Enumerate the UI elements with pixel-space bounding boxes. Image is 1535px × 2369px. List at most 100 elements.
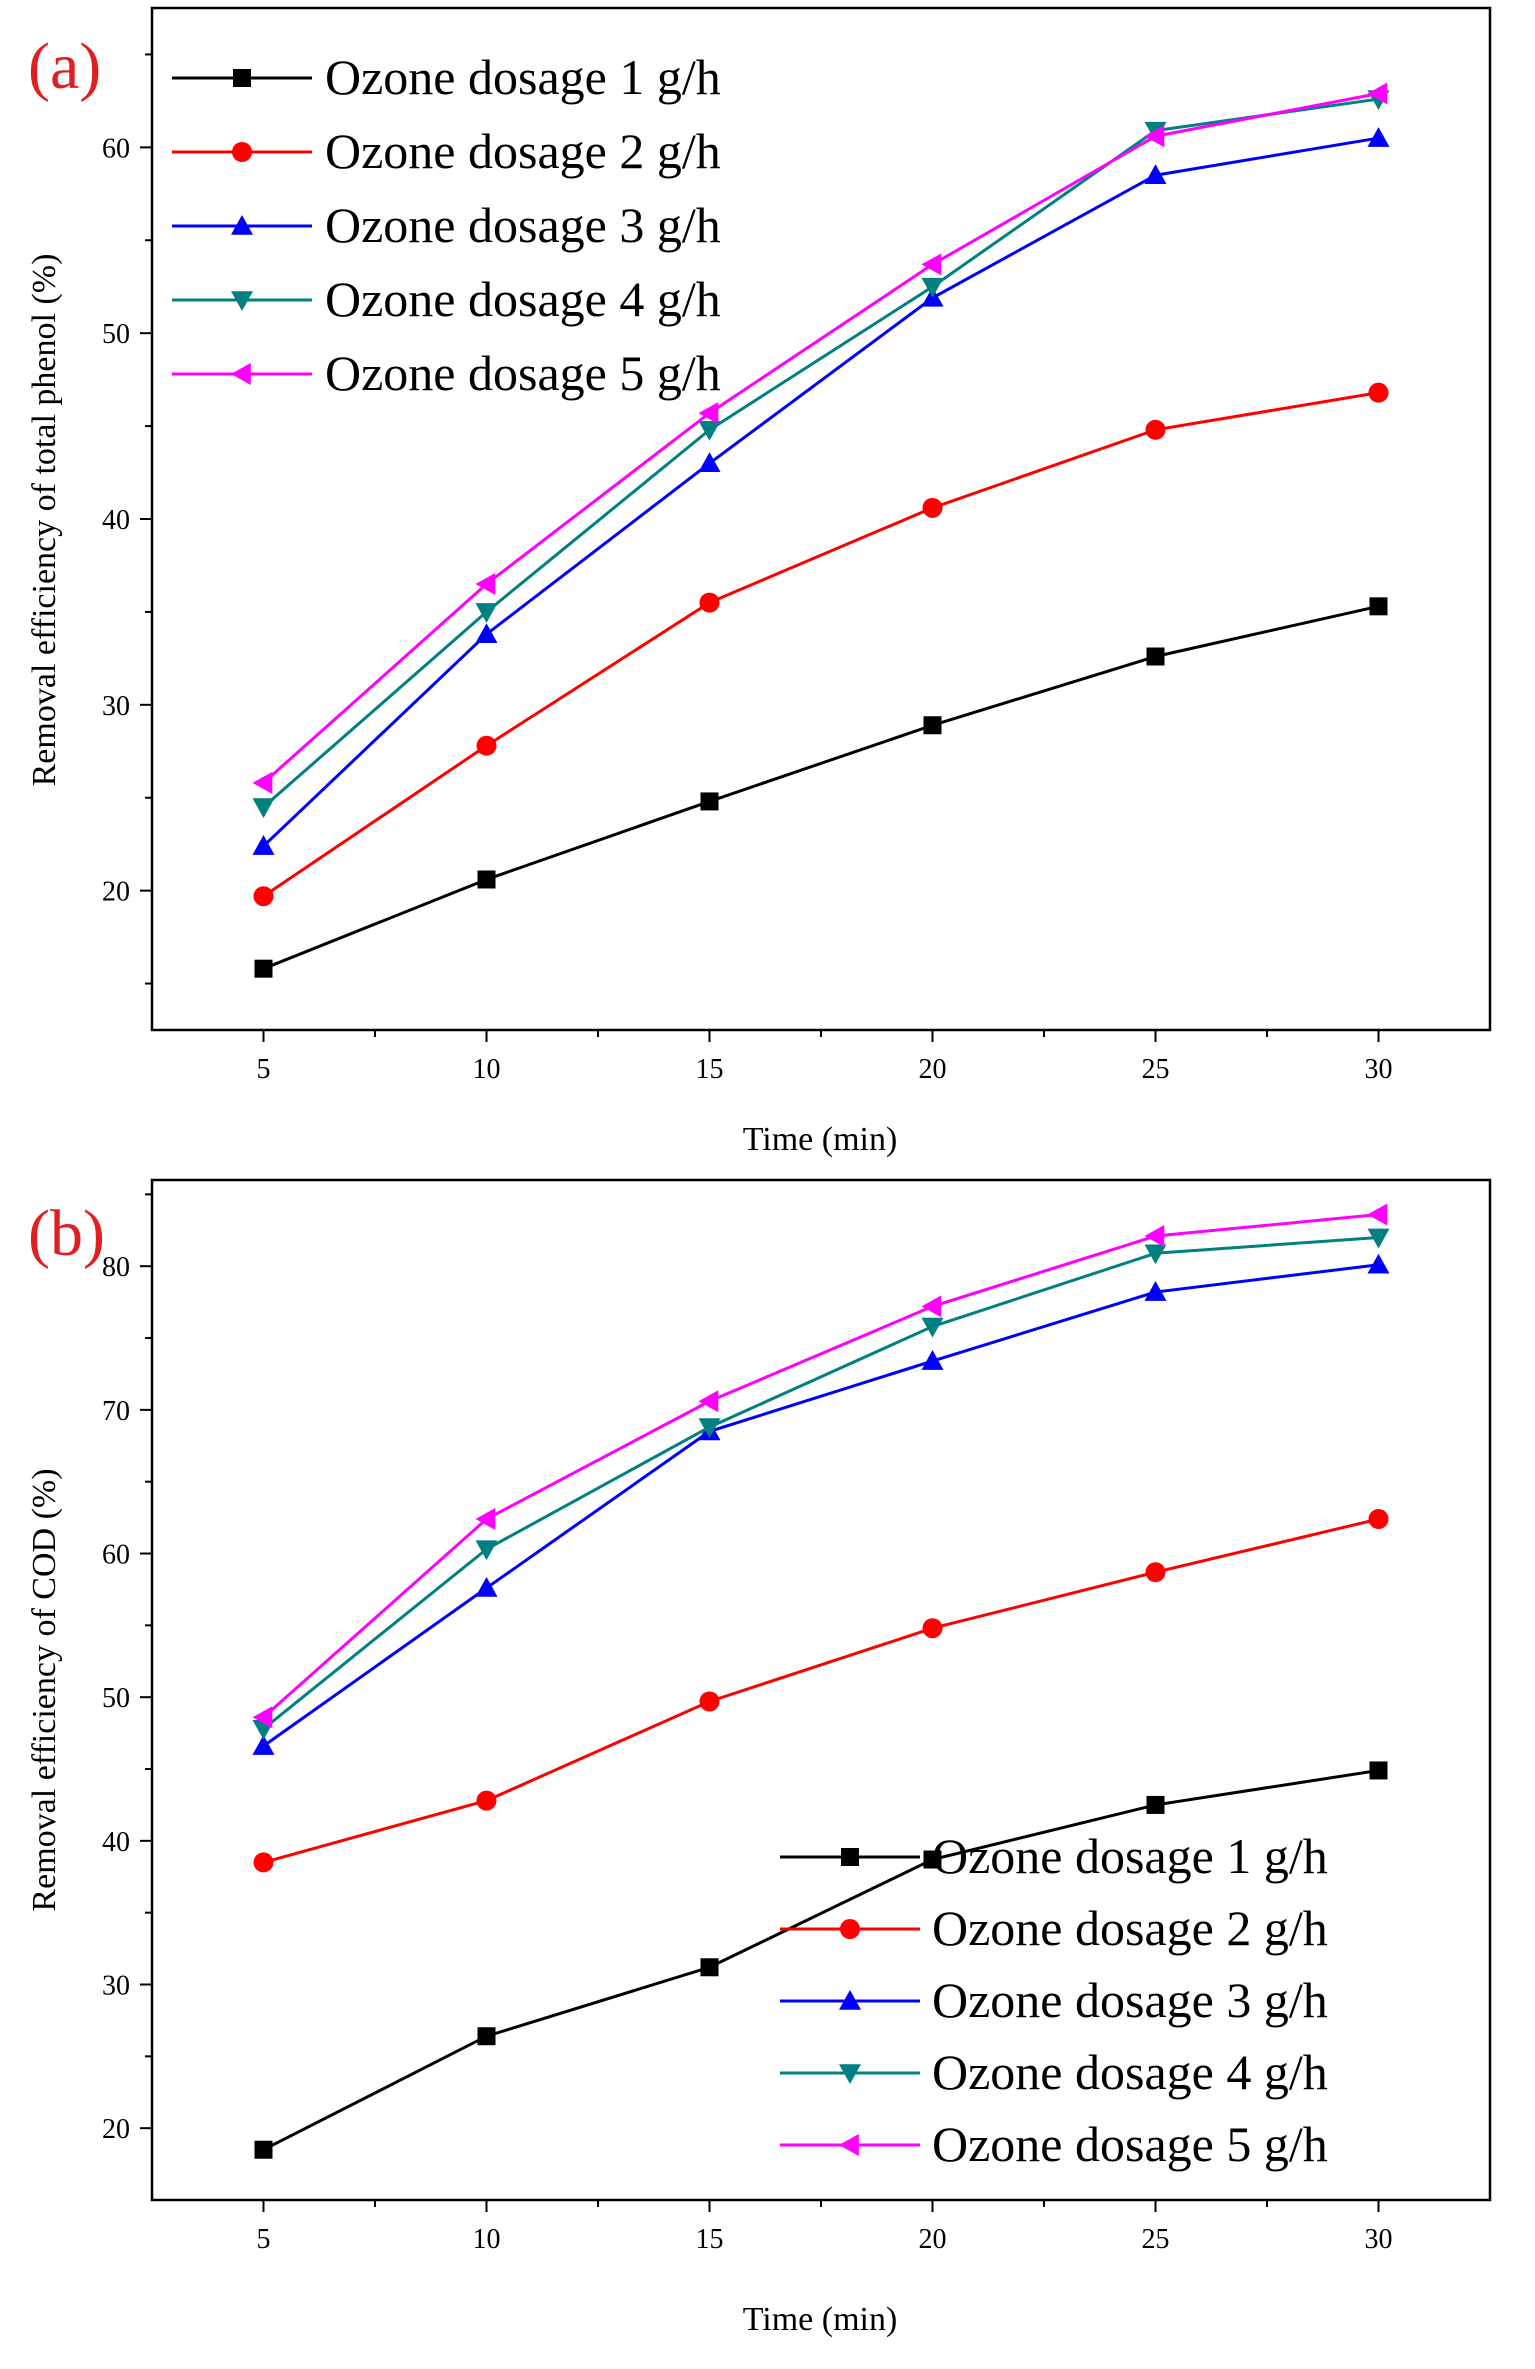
data-point <box>475 623 498 644</box>
data-point <box>1369 597 1388 616</box>
legend-marker <box>231 215 253 235</box>
data-point <box>477 2027 496 2046</box>
series-line <box>262 391 1379 898</box>
x-tick-label: 5 <box>257 2224 271 2255</box>
data-point <box>1368 382 1389 403</box>
panel-b: 5 10 15 20 25 30 20 30 40 50 60 70 80 Time (min) Remov… <box>26 1178 1492 2338</box>
legend-label: Ozone dosage 5 g/h <box>325 345 721 401</box>
data-point <box>477 870 496 889</box>
data-point <box>253 886 274 907</box>
data-point <box>475 573 496 596</box>
series-line <box>262 1263 1379 1748</box>
series-line <box>262 92 1379 784</box>
legend-label: Ozone dosage 1 g/h <box>932 1828 1328 1884</box>
data-point <box>1369 1761 1388 1780</box>
x-tick-label: 20 <box>919 2224 947 2255</box>
data-point <box>698 452 721 473</box>
data-point <box>1146 647 1165 666</box>
y-tick-label: 40 <box>102 505 130 536</box>
y-axis-title: Removal efficiency of total phenol (%) <box>26 254 63 787</box>
data-point <box>698 402 719 425</box>
y-tick-label: 50 <box>102 1683 130 1714</box>
legend-marker <box>839 2064 861 2084</box>
x-tick-label: 10 <box>473 1054 501 1085</box>
legend-label: Ozone dosage 3 g/h <box>325 197 721 253</box>
panel-label: (a) <box>28 30 101 103</box>
y-tick-label: 50 <box>102 319 130 350</box>
x-tick-label: 25 <box>1142 1054 1170 1085</box>
data-point <box>921 253 942 276</box>
data-point <box>475 603 498 623</box>
data-point <box>1367 127 1390 147</box>
x-tick-label: 10 <box>473 2224 501 2255</box>
data-point <box>252 1706 273 1729</box>
data-point <box>1145 1562 1166 1583</box>
data-point <box>921 1295 942 1318</box>
panel-a: 5 10 15 20 25 30 20 30 40 50 60 Time (min) Removal e… <box>26 6 1492 1158</box>
panel-label: (b) <box>28 1197 105 1270</box>
y-tick-label: 40 <box>102 1827 130 1858</box>
series-5 <box>252 1203 1388 1729</box>
x-tick-label: 15 <box>696 1054 724 1085</box>
data-point <box>476 1790 497 1811</box>
data-point <box>922 1618 943 1639</box>
x-axis-title: Time (min) <box>743 1121 898 1158</box>
data-point <box>475 1508 496 1531</box>
data-point <box>1144 164 1167 185</box>
data-point <box>475 1577 498 1597</box>
y-tick-label: 20 <box>102 877 130 908</box>
series-1 <box>254 597 1388 978</box>
y-tick-label: 60 <box>102 1540 130 1571</box>
y-axis-title: Removal efficiency of COD (%) <box>26 1468 63 1911</box>
data-point <box>921 1350 944 1370</box>
data-point <box>1144 1244 1167 1265</box>
legend: Ozone dosage 1 g/h Ozone dosage 2 g/h Ozon… <box>780 1828 1328 2172</box>
legend-marker <box>840 1919 860 1939</box>
legend-marker <box>233 69 251 87</box>
data-point <box>1144 1225 1165 1248</box>
legend-marker <box>839 1990 861 2010</box>
x-axis-title: Time (min) <box>743 2301 898 2338</box>
data-point <box>699 1691 720 1712</box>
data-point <box>921 1317 944 1338</box>
legend-label: Ozone dosage 2 g/h <box>325 123 721 179</box>
data-point <box>1367 82 1388 105</box>
legend-label: Ozone dosage 5 g/h <box>932 2116 1328 2172</box>
series-line <box>262 604 1379 971</box>
series-5 <box>252 82 1388 794</box>
y-tick-label: 70 <box>102 1396 130 1427</box>
data-point <box>1144 125 1165 148</box>
data-point <box>1146 1795 1165 1814</box>
legend-label: Ozone dosage 4 g/h <box>325 271 721 327</box>
x-tick-label: 30 <box>1365 2224 1393 2255</box>
data-point <box>252 798 275 819</box>
data-point <box>923 1850 942 1869</box>
data-point <box>1144 1281 1167 1301</box>
data-point <box>1145 419 1166 440</box>
data-point <box>1367 1203 1388 1226</box>
legend-marker <box>839 2134 859 2156</box>
legend: Ozone dosage 1 g/h Ozone dosage 2 g/h Ozon… <box>172 49 721 401</box>
data-point <box>699 592 720 613</box>
series-line <box>262 136 1379 848</box>
legend-marker <box>231 291 253 311</box>
legend-marker <box>231 363 251 385</box>
series-2 <box>253 382 1389 907</box>
legend-marker <box>232 142 252 162</box>
x-tick-label: 5 <box>257 1054 271 1085</box>
series-line <box>263 1517 1379 1864</box>
x-tick-label: 20 <box>919 1054 947 1085</box>
data-point <box>254 959 273 978</box>
data-point <box>921 277 944 298</box>
legend-label: Ozone dosage 1 g/h <box>325 49 721 105</box>
data-point <box>698 1390 719 1413</box>
data-point <box>1367 1228 1390 1249</box>
legend-label: Ozone dosage 3 g/h <box>932 1972 1328 2028</box>
y-tick-label: 20 <box>102 2114 130 2145</box>
data-point <box>923 716 942 735</box>
series-3 <box>252 1253 1390 1755</box>
x-tick-label: 15 <box>696 2224 724 2255</box>
data-point <box>252 835 275 855</box>
series-1 <box>254 1761 1388 2159</box>
